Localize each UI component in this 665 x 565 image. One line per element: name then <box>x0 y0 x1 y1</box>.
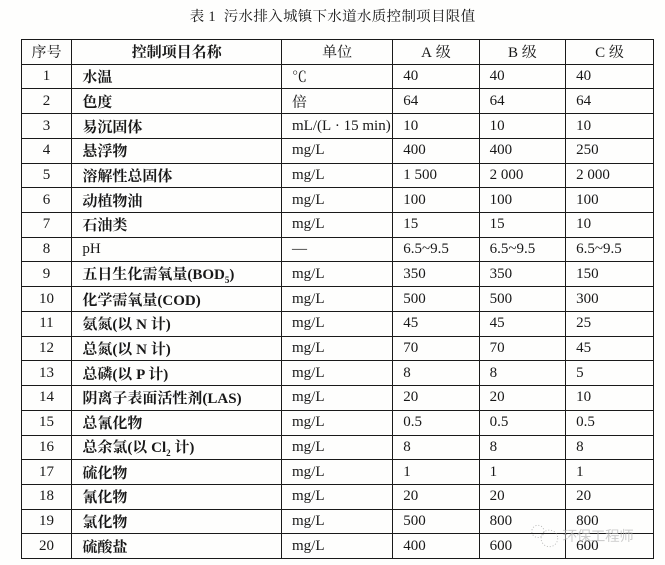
svg-text:环保工程师: 环保工程师 <box>563 528 634 545</box>
